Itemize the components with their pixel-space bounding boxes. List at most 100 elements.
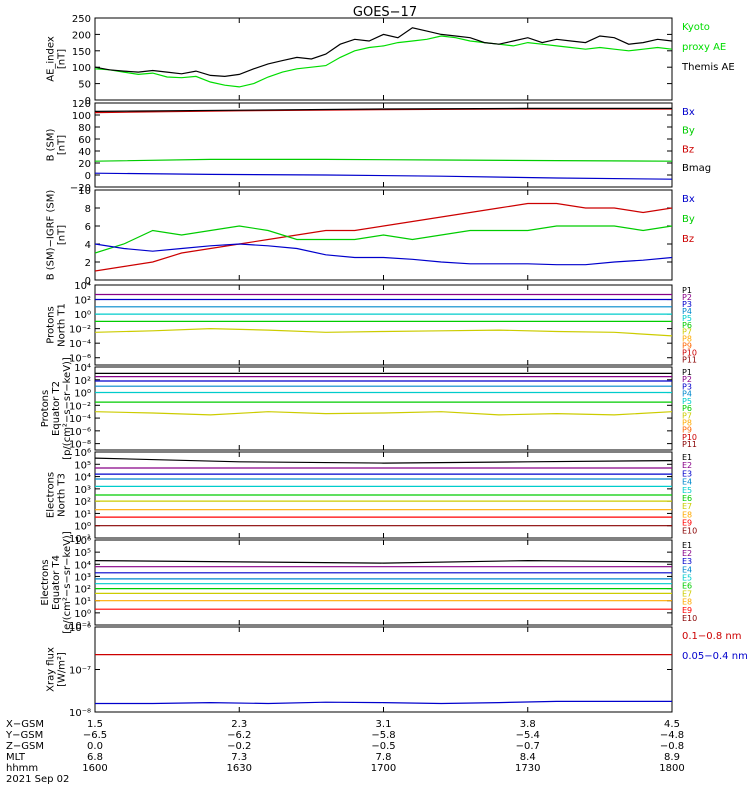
y-tick-label: 8	[85, 204, 91, 215]
y-tick-label: 10⁴	[74, 560, 91, 571]
series-line-4	[95, 172, 672, 180]
legend-entry: P4	[682, 390, 692, 399]
x-row-label: MLT	[6, 752, 26, 763]
y-tick-label: 10²	[74, 296, 91, 307]
legend-entry: By	[682, 126, 695, 137]
plot-title: GOES−17	[353, 5, 417, 20]
legend-entry: E6	[682, 581, 692, 590]
y-axis-label-line: [nT]	[57, 49, 68, 69]
x-tick-label: 1630	[227, 763, 252, 774]
series-line-7	[95, 411, 672, 416]
legend-entry: P11	[682, 356, 697, 365]
x-tick-label: 6.8	[87, 752, 103, 763]
legend-entry: By	[682, 214, 695, 225]
y-axis-label: Protons Equator T2 [p/(cm²−s−sr−keV)]	[40, 357, 73, 460]
legend-entry: P3	[682, 300, 692, 309]
y-axis-label-line: Equator T2	[51, 381, 62, 436]
y-tick-label: 0	[85, 96, 91, 107]
legend-entry: E4	[682, 478, 692, 487]
legend-entry: P5	[682, 314, 692, 323]
date-label: 2021 Sep 02	[6, 774, 69, 785]
y-tick-label: 10⁻⁶	[69, 623, 91, 634]
series-line-3	[95, 158, 672, 162]
panel-3: 0 2 4 6 8 10 B (SM)−IGRF (SM) [nT] Bx By Bz	[46, 186, 695, 287]
y-tick-label: 10⁰	[74, 310, 91, 321]
x-tick-label: −0.2	[227, 741, 251, 752]
y-tick-label: 10⁻¹	[69, 534, 91, 545]
y-tick-label: 50	[78, 80, 91, 91]
legend-entry: P3	[682, 382, 692, 391]
y-axis-label-line: [W/m²]	[57, 652, 68, 687]
y-tick-label: 20	[78, 159, 91, 170]
y-tick-label: 10⁻⁸	[69, 708, 91, 719]
legend-entry: E9	[682, 606, 692, 615]
y-tick-label: 10⁻⁴	[69, 339, 91, 350]
series-line-2	[95, 107, 672, 112]
y-tick-label: 10⁻⁷	[69, 666, 91, 677]
x-tick-label: 1730	[515, 763, 540, 774]
legend-entry: P7	[682, 328, 692, 337]
y-tick-label: 10⁰	[74, 609, 91, 620]
y-tick-label: 0	[85, 171, 91, 182]
y-axis-label-line: [nT]	[57, 135, 68, 155]
legend-entry: E6	[682, 494, 692, 503]
legend-entry: P11	[682, 440, 697, 449]
legend-entry: E7	[682, 590, 692, 599]
series-line-6	[95, 327, 672, 337]
y-tick-label: 10⁴	[74, 473, 91, 484]
y-axis-label-line: Electrons	[40, 559, 51, 605]
y-tick-label: 4	[85, 240, 91, 251]
y-tick-label: 2	[85, 258, 91, 269]
legend-entry: E3	[682, 469, 692, 478]
y-tick-label: 10⁻¹	[69, 621, 91, 632]
x-tick-label: 7.8	[376, 752, 392, 763]
x-tick-label: −5.8	[371, 730, 395, 741]
series-line-1	[95, 559, 672, 564]
x-tick-label: −0.8	[660, 741, 684, 752]
y-axis-label-line: B (SM)−IGRF (SM)	[46, 190, 57, 281]
legend-entry: E5	[682, 573, 692, 582]
y-tick-label: 10¹	[74, 509, 91, 520]
y-axis-label-line: Electrons	[46, 472, 57, 518]
x-tick-label: −0.7	[516, 741, 540, 752]
legend-entry: P5	[682, 397, 692, 406]
y-axis-label-line: Protons	[46, 306, 57, 343]
legend-entry: E10	[682, 614, 697, 623]
x-tick-label: 1.5	[87, 719, 103, 730]
series-line-1	[95, 457, 672, 464]
x-tick-label: 1700	[371, 763, 396, 774]
x-tick-label: 1800	[659, 763, 684, 774]
legend-entry: E8	[682, 510, 692, 519]
legend-entry: E8	[682, 598, 692, 607]
legend-entry: P6	[682, 321, 692, 330]
y-tick-label: 10²	[74, 497, 91, 508]
y-tick-label: 10⁰	[74, 522, 91, 533]
legend-entry: Bmag	[682, 163, 711, 174]
panel-frame	[94, 17, 673, 101]
legend-entry: P8	[682, 419, 692, 428]
x-tick-label: 0.0	[87, 741, 103, 752]
legend-entry: P9	[682, 426, 692, 435]
legend-entry: P1	[682, 286, 692, 295]
y-axis-label-line: [p/(cm²−s−sr−keV)]	[62, 357, 73, 460]
legend-entry: P1	[682, 368, 692, 377]
panel-1: 0 50 100 150 200 250 AE_index [nT] Kyoto proxy AE…	[46, 14, 735, 107]
legend-entry: P2	[682, 293, 692, 302]
y-axis-label-line: North T1	[57, 303, 68, 347]
y-tick-label: 60	[78, 135, 91, 146]
legend-entry: Bz	[682, 234, 694, 245]
y-tick-label: 10⁶	[74, 448, 91, 459]
x-tick-label: 8.4	[520, 752, 536, 763]
y-axis-label: Protons North T1	[46, 303, 68, 347]
legend-entry: E1	[682, 453, 692, 462]
y-axis-label-line: AE_index	[46, 36, 57, 82]
legend-entry: Bx	[682, 194, 695, 205]
y-tick-label: 10²	[74, 585, 91, 596]
y-axis-label: AE_index [nT]	[46, 36, 68, 82]
y-tick-label: 10⁴	[74, 363, 91, 374]
y-tick-label: 150	[72, 47, 91, 58]
y-tick-label: 10⁻⁶	[69, 354, 91, 365]
series-line-1	[95, 35, 672, 88]
